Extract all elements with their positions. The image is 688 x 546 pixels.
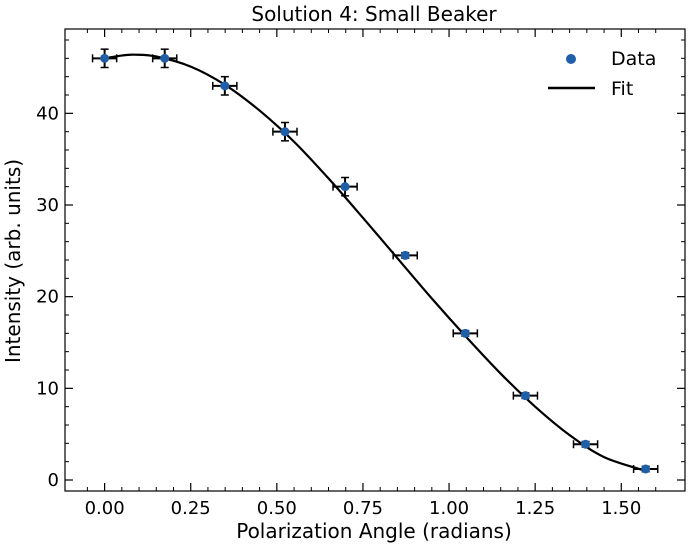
legend: Data Fit [548, 48, 656, 100]
data-point [400, 250, 410, 260]
x-tick-label: 1.25 [515, 498, 555, 519]
x-tick-label: 0.75 [343, 498, 383, 519]
x-axis-label: Polarization Angle (radians) [236, 519, 512, 543]
x-tick-label: 0.50 [257, 498, 297, 519]
chart-title: Solution 4: Small Beaker [251, 2, 497, 26]
y-tick-label: 0 [48, 470, 59, 491]
x-tick-label: 0.00 [85, 498, 125, 519]
y-tick-label: 10 [36, 378, 59, 399]
y-axis-label: Intensity (arb. units) [1, 159, 25, 363]
data-point [160, 53, 170, 63]
data-point [460, 328, 470, 338]
legend-data-marker [566, 54, 576, 64]
data-point [340, 182, 350, 192]
plot-area: 0.00 0.25 0.50 0.75 1.00 1.25 1.50 0 10 20 30 40 Dat… [36, 28, 686, 519]
data-point [581, 439, 591, 449]
x-tick-label: 1.00 [429, 498, 469, 519]
data-point [641, 464, 651, 474]
y-tick-label: 40 [36, 103, 59, 124]
y-tick-label: 30 [36, 195, 59, 216]
axes-frame [64, 28, 686, 492]
data-point [100, 53, 110, 63]
x-tick-label: 1.50 [601, 498, 641, 519]
data-point [220, 81, 230, 91]
legend-data-label: Data [611, 48, 656, 70]
data-point [520, 391, 530, 401]
y-tick-label: 20 [36, 287, 59, 308]
legend-fit-label: Fit [611, 78, 633, 100]
data-point [280, 127, 290, 137]
x-tick-label: 0.25 [171, 498, 211, 519]
fit-line [104, 53, 647, 472]
